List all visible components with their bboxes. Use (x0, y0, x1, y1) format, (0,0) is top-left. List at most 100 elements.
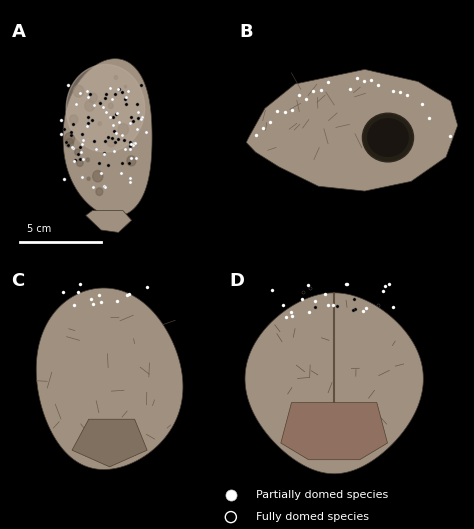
Point (126, 289, 133, 298)
Point (68, 143, 76, 151)
Point (76, 279, 84, 288)
Point (386, 280, 393, 288)
Point (86, 90, 93, 98)
Point (143, 128, 150, 136)
Point (79, 155, 86, 163)
Point (87, 295, 95, 304)
Point (89, 183, 97, 191)
Point (129, 116, 137, 125)
Point (91, 137, 98, 145)
Point (84, 118, 91, 127)
Point (78, 148, 85, 157)
Point (126, 119, 134, 127)
Point (127, 113, 135, 122)
Point (346, 85, 353, 93)
Point (418, 99, 425, 108)
Circle shape (85, 100, 95, 111)
Point (283, 313, 290, 321)
Text: C: C (11, 272, 25, 290)
Point (324, 301, 331, 309)
Point (101, 183, 109, 191)
Point (125, 159, 133, 167)
Point (67, 128, 75, 136)
Point (312, 296, 319, 305)
Point (116, 85, 123, 93)
Point (363, 304, 370, 312)
Point (121, 95, 129, 103)
Circle shape (96, 188, 103, 196)
Point (123, 291, 131, 299)
Point (97, 298, 104, 306)
Point (64, 141, 72, 149)
Point (304, 281, 312, 289)
Point (374, 81, 382, 89)
Text: D: D (229, 272, 245, 290)
Point (342, 280, 349, 288)
Point (76, 142, 84, 151)
Point (300, 288, 307, 296)
Point (106, 84, 113, 92)
Point (69, 144, 76, 152)
Point (353, 74, 361, 82)
Point (359, 306, 366, 315)
Point (57, 130, 64, 138)
Point (113, 296, 121, 305)
Point (295, 90, 303, 99)
Point (227, 490, 235, 499)
Point (126, 174, 134, 182)
Point (281, 108, 289, 116)
Point (134, 99, 141, 108)
Circle shape (64, 133, 74, 144)
Point (111, 138, 118, 146)
Point (112, 129, 120, 138)
Point (333, 302, 340, 310)
Point (118, 159, 126, 168)
Circle shape (127, 156, 136, 166)
Point (425, 114, 433, 122)
Circle shape (98, 122, 101, 125)
Circle shape (86, 158, 90, 162)
Polygon shape (246, 69, 457, 191)
Polygon shape (86, 211, 132, 232)
Point (115, 135, 122, 143)
Point (109, 121, 117, 129)
Circle shape (70, 115, 78, 124)
Point (306, 284, 313, 293)
Point (111, 89, 119, 98)
Circle shape (87, 177, 90, 180)
Point (127, 145, 134, 154)
Point (350, 295, 358, 304)
Point (127, 154, 135, 162)
Point (104, 133, 111, 141)
Point (97, 168, 104, 177)
Point (134, 114, 142, 122)
Point (127, 177, 134, 186)
Point (83, 87, 91, 96)
Point (110, 127, 118, 135)
Point (137, 114, 145, 123)
Point (310, 86, 317, 95)
Point (62, 138, 70, 147)
Point (69, 120, 77, 129)
Point (447, 132, 454, 140)
Point (380, 286, 387, 295)
Point (122, 100, 130, 108)
Circle shape (118, 124, 128, 135)
Circle shape (66, 65, 145, 152)
Circle shape (107, 138, 115, 147)
Point (79, 135, 87, 144)
Point (118, 168, 125, 177)
Point (124, 87, 132, 96)
Circle shape (75, 149, 80, 156)
Point (76, 155, 84, 163)
Text: A: A (12, 23, 26, 41)
Point (311, 303, 319, 312)
Point (279, 300, 287, 309)
Point (381, 281, 389, 290)
Point (113, 110, 120, 118)
Point (115, 117, 123, 126)
Point (83, 122, 91, 130)
Point (91, 101, 98, 109)
Point (349, 306, 356, 314)
Point (273, 107, 281, 115)
